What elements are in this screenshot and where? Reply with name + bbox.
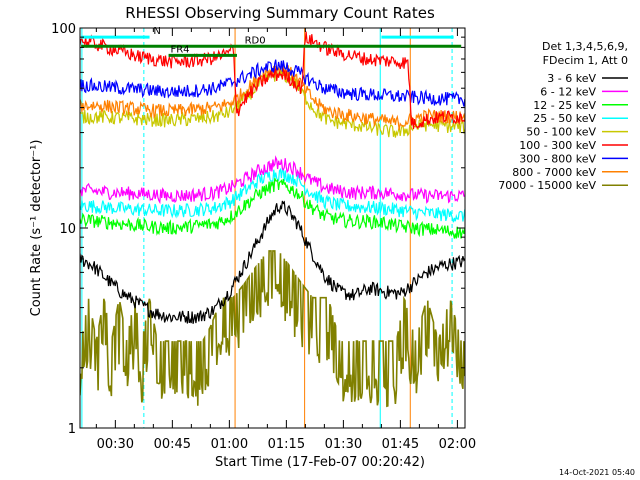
footer-timestamp: 14-Oct-2021 05:40: [559, 468, 635, 477]
y-axis-label: Count Rate (s⁻¹ detector⁻¹): [29, 140, 44, 317]
x-tick-label: 01:45: [382, 437, 419, 452]
series-trace-800-7000-kev: [80, 63, 465, 130]
series-trace-6-12-kev: [80, 155, 465, 205]
y-tick-label: 100: [51, 22, 76, 37]
legend-header-line-2: FDecim 1, Att 0: [543, 54, 628, 67]
legend-header-line-1: Det 1,3,4,5,6,9,: [542, 40, 628, 53]
legend-label: 7000 - 15000 keV: [498, 179, 596, 192]
series-trace-7000-15000-kev: [80, 250, 465, 408]
chart-title: RHESSI Observing Summary Count Rates: [125, 4, 435, 22]
legend-label: 12 - 25 keV: [533, 99, 596, 112]
x-tick-label: 01:15: [268, 437, 305, 452]
axes: 1 10 100 00:30 00:45 01:00 01:15 01:30 01:45 02:0…: [51, 22, 476, 452]
legend: Det 1,3,4,5,6,9, FDecim 1, Att 0 3 - 6 k…: [498, 40, 628, 192]
x-axis-label: Start Time (17-Feb-07 00:20:42): [215, 455, 425, 470]
flag-label-fr4: FR4: [170, 44, 189, 55]
legend-label: 50 - 100 keV: [526, 126, 596, 139]
plot-content: N RD0 FR4: [80, 26, 465, 428]
legend-label: 25 - 50 keV: [533, 112, 596, 125]
legend-label: 6 - 12 keV: [540, 85, 596, 98]
series-trace-3-6-kev: [80, 200, 465, 324]
legend-label: 300 - 800 keV: [519, 152, 596, 165]
x-tick-label: 00:30: [97, 437, 134, 452]
x-tick-label: 01:00: [211, 437, 248, 452]
legend-label: 100 - 300 keV: [519, 139, 596, 152]
flag-label-rd0: RD0: [245, 35, 266, 46]
x-tick-label: 00:45: [154, 437, 191, 452]
series-trace-100-300-kev: [80, 31, 465, 129]
series-trace-25-50-kev: [80, 166, 465, 223]
y-tick-label: 10: [59, 222, 76, 237]
series-trace-12-25-kev: [80, 178, 465, 239]
y-tick-label: 1: [68, 422, 76, 437]
flag-label-n: N: [153, 26, 160, 37]
legend-label: 800 - 7000 keV: [512, 166, 596, 179]
legend-label: 3 - 6 keV: [547, 72, 596, 85]
x-tick-label: 01:30: [325, 437, 362, 452]
plot-inner: [80, 28, 465, 428]
series-trace-300-800-kev: [80, 59, 465, 107]
x-tick-label: 02:00: [439, 437, 476, 452]
